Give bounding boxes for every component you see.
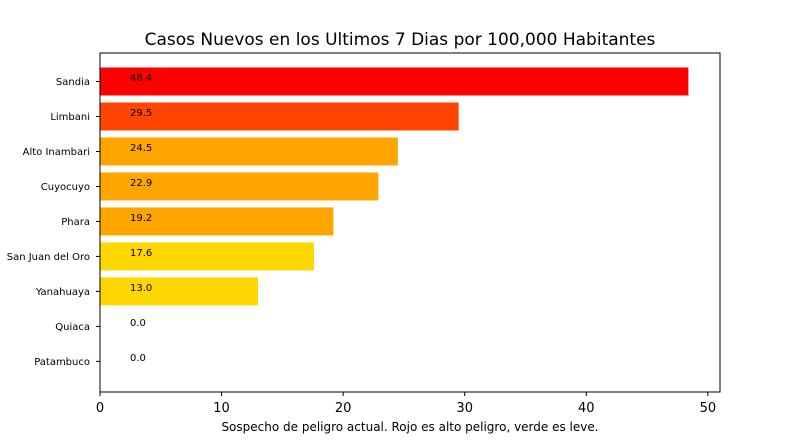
plot-frame — [99, 52, 721, 393]
x-axis: 0 10 20 30 40 50 — [96, 392, 716, 416]
bar-value-label-3: 22.9 — [130, 178, 152, 189]
bars-group: 48.4 29.5 24.5 22.9 19.2 17.6 13.0 0.0 0.0 — [100, 67, 689, 364]
y-tick-label-2: Alto Inambari — [23, 147, 90, 158]
bar-1 — [100, 102, 459, 131]
y-axis: Sandia Limbani Alto Inambari Cuyocuyo Phara S… — [7, 77, 100, 368]
x-tick-label-0: 0 — [96, 401, 104, 416]
y-tick-label-3: Cuyocuyo — [41, 182, 90, 193]
x-tick-label-3: 30 — [456, 401, 473, 416]
y-tick-label-4: Phara — [61, 217, 90, 228]
chart-title: Casos Nuevos en los Ultimos 7 Dias por 1… — [145, 30, 656, 50]
bar-4 — [100, 207, 334, 236]
bar-value-label-4: 19.2 — [130, 213, 152, 224]
bar-value-label-6: 13.0 — [130, 283, 152, 294]
bar-2 — [100, 137, 398, 166]
bar-6 — [100, 277, 259, 306]
y-tick-label-1: Limbani — [50, 112, 90, 123]
y-tick-label-6: Yanahuaya — [35, 287, 90, 298]
bar-0 — [100, 67, 689, 96]
x-tick-label-1: 10 — [213, 401, 230, 416]
x-tick-label-4: 40 — [578, 401, 595, 416]
x-axis-label: Sospecho de peligro actual. Rojo es alto… — [221, 420, 598, 434]
y-tick-label-7: Quiaca — [55, 322, 90, 333]
bar-value-label-8: 0.0 — [130, 353, 146, 364]
y-tick-label-8: Patambuco — [34, 357, 90, 368]
bar-value-label-7: 0.0 — [130, 318, 146, 329]
bar-value-label-0: 48.4 — [130, 73, 152, 84]
bar-value-label-2: 24.5 — [130, 143, 152, 154]
y-tick-label-0: Sandia — [56, 77, 90, 88]
bar-value-label-5: 17.6 — [130, 248, 152, 259]
bar-3 — [100, 172, 379, 201]
x-tick-label-5: 50 — [700, 401, 717, 416]
x-tick-label-2: 20 — [335, 401, 352, 416]
bar-value-label-1: 29.5 — [130, 108, 152, 119]
bar-5 — [100, 242, 314, 271]
y-tick-label-5: San Juan del Oro — [7, 252, 90, 263]
